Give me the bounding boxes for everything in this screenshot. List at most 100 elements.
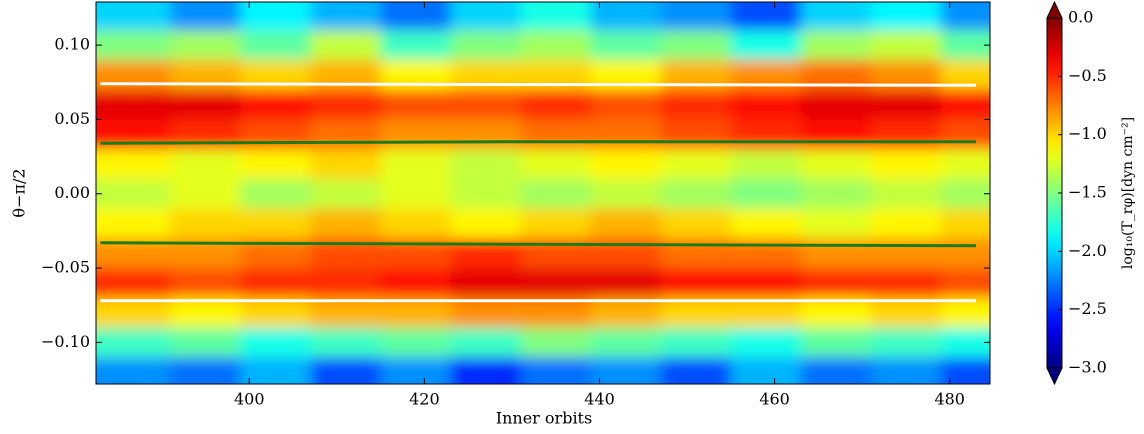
heat-cell: [450, 30, 522, 61]
heat-cell: [870, 89, 942, 120]
heat-cell: [730, 149, 802, 180]
heat-cell: [170, 357, 241, 384]
heat-cell: [520, 208, 592, 239]
heat-cell: [380, 89, 452, 120]
heat-cell: [800, 208, 872, 239]
heat-cell: [800, 297, 872, 329]
heat-cell: [940, 178, 990, 210]
heat-cell: [380, 119, 452, 150]
heat-cell: [96, 208, 171, 239]
heat-cell: [590, 238, 662, 269]
heat-cell: [590, 2, 662, 31]
heat-cell: [660, 327, 732, 358]
heat-cell: [730, 238, 802, 269]
heat-cell: [310, 2, 382, 31]
heat-cell: [870, 149, 942, 180]
colorbar-tick-label: −1.0: [1068, 124, 1107, 143]
colorbar-tick-label: −2.0: [1068, 241, 1107, 260]
heat-cell: [940, 149, 990, 180]
heat-cell: [660, 357, 732, 384]
heat-cell: [520, 149, 592, 180]
heat-cell: [520, 89, 592, 120]
heat-cell: [730, 327, 802, 358]
heat-cell: [96, 327, 171, 358]
heat-cell: [590, 357, 662, 384]
colorbar-label: log₁₀(T_rφ)[dyn cm⁻²]: [1120, 117, 1136, 269]
heat-cell: [660, 30, 732, 61]
heat-cell: [170, 268, 241, 299]
heat-cell: [170, 208, 241, 239]
heat-cell: [590, 208, 662, 239]
heat-cell: [660, 2, 732, 31]
heat-cell: [660, 238, 732, 269]
heat-cell: [520, 357, 592, 384]
heat-cell: [730, 208, 802, 239]
heat-cell: [170, 2, 241, 31]
heat-cell: [870, 30, 942, 61]
y-tick-label: 0.05: [54, 109, 90, 128]
heat-cell: [96, 297, 171, 329]
heat-cell: [310, 178, 382, 210]
heat-cell: [450, 208, 522, 239]
heat-cell: [870, 297, 942, 329]
heat-cell: [870, 119, 942, 150]
heat-cell: [240, 149, 312, 180]
heat-cell: [520, 2, 592, 31]
heat-cell: [380, 208, 452, 239]
x-tick-label: 440: [584, 390, 615, 409]
heat-cell: [870, 208, 942, 239]
heat-cell: [240, 2, 312, 31]
heat-cell: [660, 119, 732, 150]
colorbar-tick-label: −1.5: [1068, 183, 1107, 202]
heat-cell: [660, 89, 732, 120]
heat-cell: [450, 268, 522, 299]
heat-cell: [310, 327, 382, 358]
heat-cell: [800, 119, 872, 150]
heat-cell: [240, 178, 312, 210]
colorbar-tick-label: 0.0: [1068, 8, 1093, 27]
colorbar-tick-label: −0.5: [1068, 66, 1107, 85]
y-tick-label: −0.05: [41, 258, 90, 277]
boundary-line: [100, 82, 976, 87]
colorbar-extend: [1046, 0, 1063, 19]
x-axis-label: Inner orbits: [496, 409, 592, 428]
heat-cell: [170, 59, 241, 91]
heat-cell: [520, 119, 592, 150]
heat-cell: [96, 30, 171, 61]
heat-cell: [170, 89, 241, 120]
heat-cell: [240, 357, 312, 384]
heat-cell: [800, 89, 872, 120]
heat-cell: [870, 178, 942, 210]
heat-cell: [660, 149, 732, 180]
heat-cell: [870, 2, 942, 31]
y-tick-label: −0.10: [41, 332, 90, 351]
heat-cell: [800, 357, 872, 384]
heat-cell: [730, 119, 802, 150]
heat-cell: [96, 178, 171, 210]
heat-cell: [450, 297, 522, 329]
heat-cell: [730, 2, 802, 31]
x-tick-label: 400: [234, 390, 265, 409]
heat-cell: [240, 30, 312, 61]
heat-cell: [730, 268, 802, 299]
heat-cell: [310, 268, 382, 299]
heat-cell: [310, 297, 382, 329]
heat-cell: [590, 327, 662, 358]
heat-cell: [940, 30, 990, 61]
heat-cell: [170, 327, 241, 358]
heat-cell: [240, 268, 312, 299]
heat-cell: [940, 297, 990, 329]
heat-cell: [170, 119, 241, 150]
heat-cell: [380, 327, 452, 358]
heat-cell: [240, 89, 312, 120]
heat-cell: [590, 89, 662, 120]
heat-cell: [450, 178, 522, 210]
heat-cell: [870, 357, 942, 384]
heat-cell: [660, 178, 732, 210]
heat-cell: [240, 327, 312, 358]
heat-cell: [940, 357, 990, 384]
heat-cell: [450, 2, 522, 31]
heat-cell: [800, 238, 872, 269]
heat-cell: [310, 357, 382, 384]
